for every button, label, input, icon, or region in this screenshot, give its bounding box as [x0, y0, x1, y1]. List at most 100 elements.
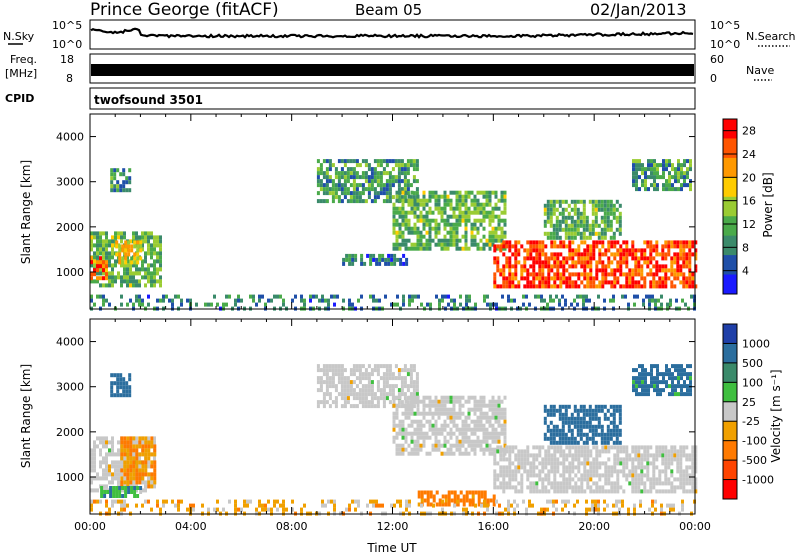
data-cell [613, 457, 617, 462]
data-cell [349, 404, 353, 409]
data-cell [435, 502, 439, 507]
data-cell [115, 240, 119, 245]
data-cell [404, 407, 408, 412]
data-cell [586, 256, 590, 261]
data-cell [555, 507, 558, 512]
data-cell [398, 431, 402, 436]
y-tick-label: 4000 [56, 131, 84, 144]
data-cell [625, 473, 629, 478]
data-cell [550, 284, 554, 289]
data-cell [568, 473, 572, 478]
data-cell [579, 223, 583, 228]
data-cell [379, 388, 383, 393]
data-cell [694, 485, 698, 490]
data-cell [340, 183, 344, 188]
data-cell [416, 395, 420, 400]
data-cell [634, 481, 638, 486]
data-cell [408, 503, 411, 508]
data-cell [496, 264, 500, 269]
data-cell [662, 183, 665, 188]
data-cell [652, 256, 656, 261]
data-cell [613, 453, 617, 458]
data-cell [688, 260, 692, 265]
data-cell [579, 211, 583, 216]
data-cell [616, 445, 620, 450]
data-cell [147, 294, 150, 299]
data-cell [393, 302, 396, 307]
y-tick-label: 1000 [56, 471, 84, 484]
data-cell [363, 261, 367, 266]
data-cell [665, 187, 668, 192]
data-cell [343, 175, 347, 180]
data-cell [129, 472, 133, 477]
data-cell [538, 248, 542, 253]
data-cell [615, 503, 618, 508]
data-cell [646, 449, 650, 454]
data-cell [328, 368, 332, 373]
data-cell [364, 400, 368, 405]
data-cell [600, 440, 604, 445]
data-cell [96, 251, 99, 256]
data-cell [123, 503, 126, 508]
data-cell [133, 486, 137, 490]
data-cell [352, 404, 356, 409]
data-cell [516, 503, 519, 508]
data-cell [395, 407, 399, 412]
data-cell [674, 171, 677, 176]
data-cell [595, 284, 599, 289]
data-cell [576, 408, 580, 413]
data-cell [120, 452, 124, 457]
data-cell [376, 400, 380, 405]
data-cell [649, 248, 653, 253]
data-cell [641, 388, 644, 393]
data-cell [105, 243, 108, 248]
data-cell [592, 276, 596, 281]
data-cell [407, 423, 411, 428]
data-cell [382, 380, 386, 385]
colorbar-segment [723, 138, 737, 159]
data-cell [625, 280, 629, 285]
data-cell [658, 280, 662, 285]
data-cell [546, 231, 550, 236]
data-cell [497, 403, 501, 408]
data-cell [688, 284, 692, 289]
data-cell [603, 436, 607, 441]
data-cell [441, 499, 444, 504]
data-cell [571, 260, 575, 265]
data-cell [568, 453, 572, 458]
data-cell [99, 294, 102, 299]
data-cell [571, 240, 575, 245]
data-cell [364, 175, 368, 180]
data-cell [568, 276, 572, 281]
data-cell [679, 280, 683, 285]
data-cell [547, 272, 551, 277]
data-cell [128, 168, 132, 173]
data-cell [425, 202, 429, 207]
data-cell [667, 252, 671, 257]
data-cell [546, 424, 550, 429]
data-cell [322, 183, 326, 188]
data-cell [428, 427, 432, 432]
data-cell [144, 499, 147, 504]
data-cell [364, 163, 368, 168]
data-cell [565, 481, 569, 486]
data-cell [406, 368, 410, 373]
data-cell [467, 399, 471, 404]
data-cell [653, 171, 656, 176]
data-cell [582, 432, 586, 437]
data-cell [576, 416, 580, 421]
data-cell [610, 284, 614, 289]
data-cell [443, 242, 447, 247]
data-cell [381, 503, 384, 508]
data-cell [523, 264, 527, 269]
data-cell [136, 244, 140, 249]
data-cell [532, 284, 536, 289]
data-cell [96, 247, 99, 252]
data-cell [392, 423, 396, 428]
data-cell [437, 411, 441, 416]
data-cell [407, 451, 411, 456]
data-cell [503, 234, 507, 239]
data-cell [364, 187, 368, 192]
data-cell [372, 499, 375, 504]
data-cell [603, 199, 607, 204]
